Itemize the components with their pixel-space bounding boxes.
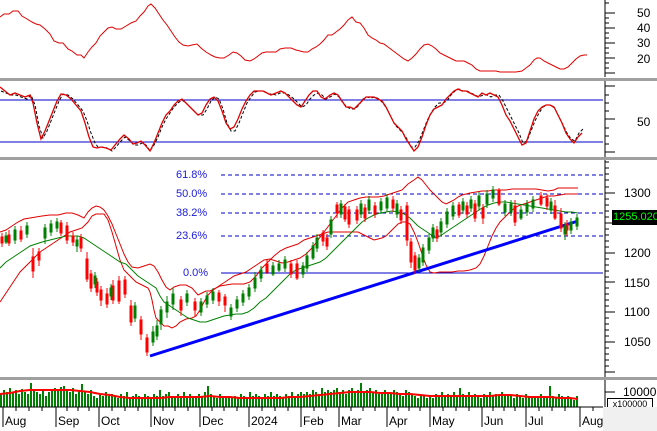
panel-separator[interactable]	[0, 78, 657, 81]
x-axis-label: 2024	[251, 414, 278, 428]
x-axis-label: Aug	[5, 414, 27, 428]
x-axis-label: Jun	[484, 414, 504, 428]
volume-bars	[0, 383, 578, 407]
x-axis-label: Sep	[58, 414, 80, 428]
volume-axis-tick: 10000	[623, 385, 657, 399]
panel-separator[interactable]	[0, 157, 657, 160]
fib-label-38-2: 38.2%	[176, 207, 208, 219]
volume-panel	[0, 380, 603, 407]
fib-label-23-6: 23.6%	[176, 230, 208, 242]
stochastic-axis: 50	[603, 81, 657, 157]
axis-corner	[603, 407, 657, 431]
fib-label-61-8: 61.8%	[176, 169, 208, 181]
price-plot	[0, 174, 603, 358]
stochastic-k-line	[0, 86, 583, 153]
x-axis-label: Feb	[303, 414, 324, 428]
x-axis-label: Dec	[202, 414, 224, 428]
x-axis-label: Aug	[582, 414, 604, 428]
top-axis-tick: 40	[637, 21, 651, 35]
candlesticks	[0, 186, 579, 356]
top-axis-tick: 30	[637, 36, 651, 50]
time-axis	[0, 406, 603, 431]
price-panel: 61.8% 50.0% 38.2% 23.6% 0.0%	[0, 160, 603, 377]
x-axis-label: Mar	[341, 414, 362, 428]
bollinger-upper-band	[0, 176, 578, 296]
fib-label-0-0: 0.0%	[183, 267, 209, 279]
moving-average-line	[0, 201, 579, 323]
stochastic-axis-tick: 50	[637, 115, 651, 129]
bollinger-lower-band	[0, 193, 578, 329]
price-axis-tick: 1200	[624, 246, 651, 260]
x-axis-label: May	[432, 414, 455, 428]
stochastic-plot	[0, 86, 603, 153]
fib-label-50-0: 50.0%	[176, 188, 208, 200]
top-axis-tick: 20	[637, 52, 651, 66]
price-axis: 1300 1200 1150 1100 1050	[603, 160, 657, 377]
top-indicator-axis: 50 40 30 20	[603, 0, 657, 77]
uptrend-line	[149, 219, 579, 358]
x-axis-label: Jul	[528, 414, 544, 428]
indicator-line	[0, 3, 587, 73]
price-axis-tick: 1300	[624, 186, 651, 200]
stochastic-panel	[0, 81, 603, 157]
x-axis-label: Oct	[101, 414, 120, 428]
price-axis-tick: 1050	[624, 335, 651, 349]
volume-moving-average	[0, 389, 579, 400]
stochastic-d-line	[0, 88, 584, 152]
x-axis-label: Nov	[153, 414, 175, 428]
x-axis-label: Apr	[389, 414, 408, 428]
volume-plot	[0, 383, 579, 407]
top-indicator-panel	[0, 0, 603, 77]
price-axis-tick: 1150	[624, 276, 650, 290]
panel-separator[interactable]	[0, 377, 657, 380]
top-indicator-plot	[0, 3, 587, 73]
price-axis-tick: 1100	[624, 305, 650, 319]
last-price-label: 1255.020	[612, 210, 657, 225]
top-axis-tick: 50	[637, 6, 651, 20]
